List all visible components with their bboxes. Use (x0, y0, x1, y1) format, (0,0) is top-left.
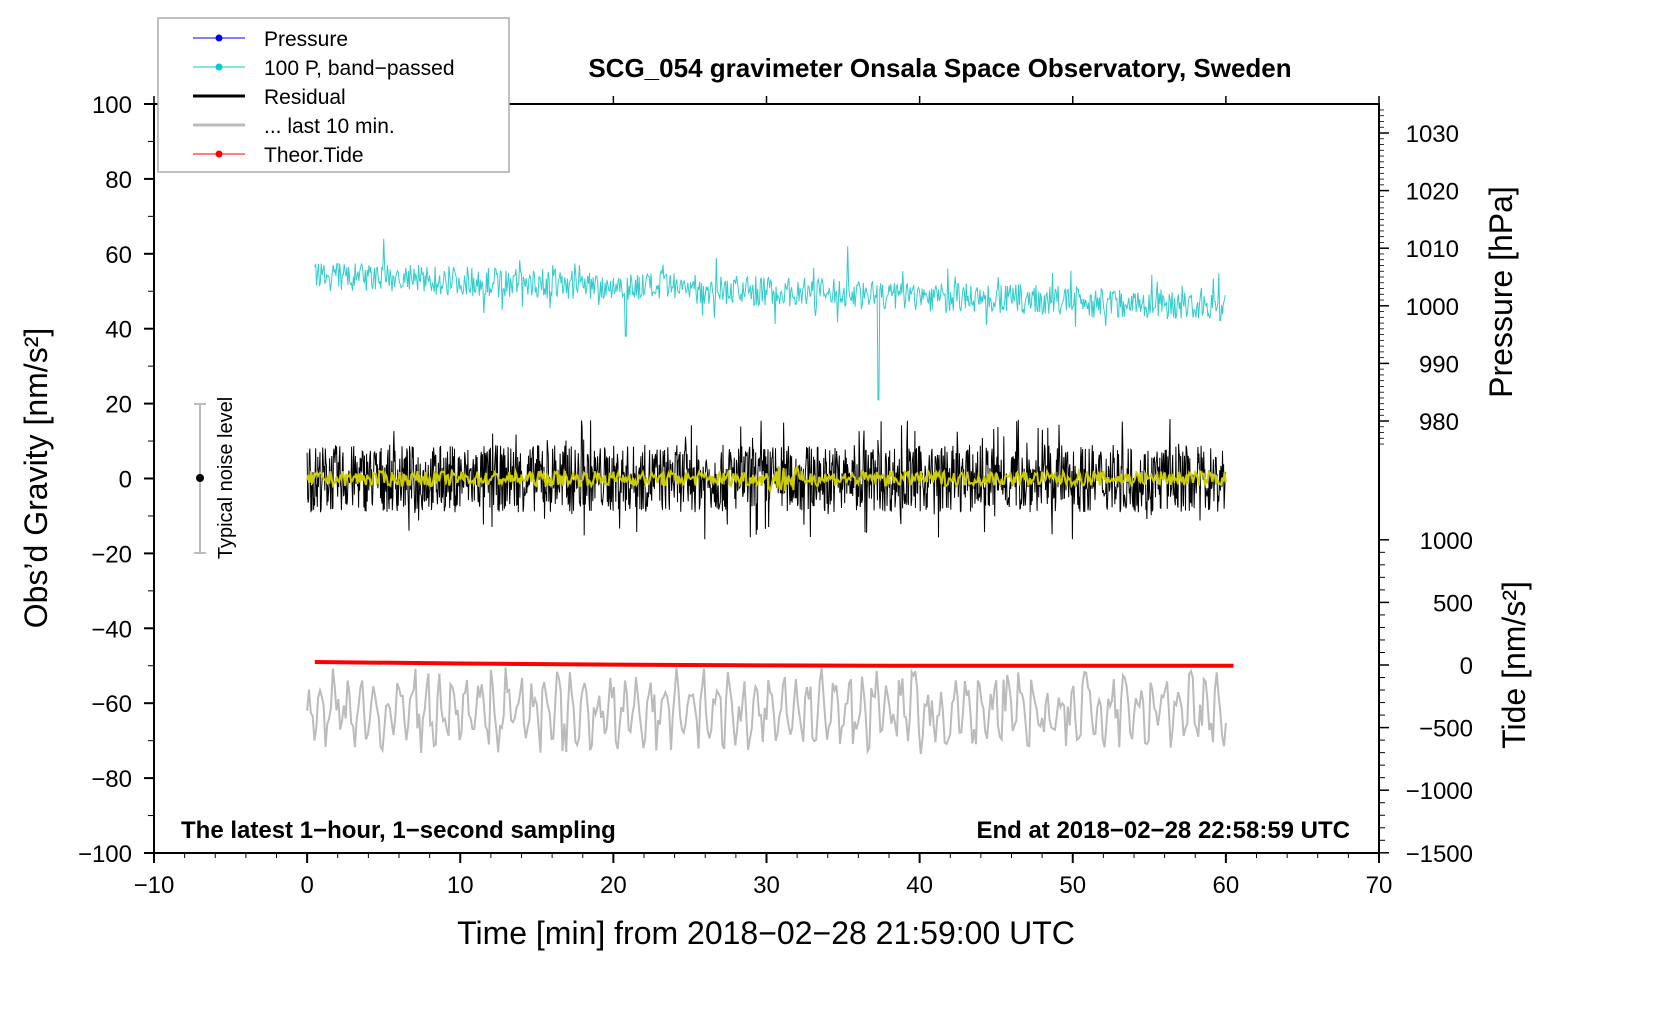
legend-entry: Theor.Tide (193, 144, 364, 167)
legend: Pressure 100 P, band−passed Residual ... la… (157, 17, 510, 173)
y-tick-label: 80 (105, 167, 132, 194)
chart-title: SCG_054 gravimeter Onsala Space Observat… (588, 53, 1291, 83)
y-tick-label: 60 (105, 242, 132, 269)
legend-label: Theor.Tide (264, 144, 364, 167)
x-tick-label: 10 (447, 872, 474, 899)
x-tick-label: 20 (600, 872, 627, 899)
legend-label: ... last 10 min. (264, 115, 395, 138)
legend-marker-icon (215, 34, 223, 42)
pressure-tick-label: 980 (1419, 409, 1459, 436)
annotation-end-time: End at 2018−02−28 22:58:59 UTC (976, 817, 1350, 844)
residual-smoothed-line (306, 465, 1227, 494)
y-tick-label: 40 (105, 317, 132, 344)
residual-line (306, 418, 1227, 540)
pressure-axis-label: Pressure [hPa] (1483, 186, 1519, 398)
y-tick-label: 0 (119, 467, 132, 494)
x-tick-label: 30 (753, 872, 780, 899)
tide-tick-label: 1000 (1420, 528, 1473, 555)
x-axis-label: Time [min] from 2018−02−28 21:59:00 UTC (457, 915, 1075, 951)
x-tick-label: 50 (1059, 872, 1086, 899)
y-tick-label: 100 (92, 92, 132, 119)
annotation-sampling: The latest 1−hour, 1−second sampling (181, 817, 616, 844)
x-tick-label: 60 (1213, 872, 1240, 899)
pressure-tick-label: 1020 (1406, 179, 1459, 206)
noise-level-indicator: Typical noise level (194, 397, 237, 559)
pressure-tick-label: 990 (1419, 351, 1459, 378)
legend-label: 100 P, band−passed (264, 57, 455, 80)
legend-entry: 100 P, band−passed (193, 57, 455, 80)
x-tick-label: 70 (1366, 872, 1393, 899)
y-axis-label: Obs’d Gravity [nm/s²] (18, 328, 54, 629)
y-tick-label: −40 (91, 616, 132, 643)
tide-tick-label: −1500 (1406, 841, 1473, 868)
x-tick-label: −10 (134, 872, 175, 899)
x-tick-label: 0 (300, 872, 313, 899)
pressure-tick-label: 1000 (1406, 294, 1459, 321)
legend-entry: Pressure (193, 28, 348, 51)
legend-entry: ... last 10 min. (193, 115, 395, 138)
legend-label: Residual (264, 86, 346, 109)
legend-label: Pressure (264, 28, 348, 51)
pressure-bandpassed-line (314, 238, 1226, 401)
theor-tide-line (314, 660, 1234, 668)
y-tick-label: −20 (91, 541, 132, 568)
legend-marker-icon (215, 63, 223, 71)
y-tick-label: 20 (105, 392, 132, 419)
last-10-min-line (306, 667, 1227, 755)
legend-entry: Residual (193, 86, 346, 109)
y-tick-label: −60 (91, 691, 132, 718)
tide-tick-label: 0 (1460, 653, 1473, 680)
legend-marker-icon (215, 150, 223, 158)
pressure-tick-label: 1030 (1406, 121, 1459, 148)
x-tick-label: 40 (906, 872, 933, 899)
tide-tick-label: 500 (1433, 590, 1473, 617)
y-tick-label: −80 (91, 766, 132, 793)
tide-axis-label: Tide [nm/s²] (1496, 581, 1532, 749)
noise-level-label: Typical noise level (215, 397, 237, 559)
pressure-tick-label: 1010 (1406, 236, 1459, 263)
y-tick-label: −100 (78, 841, 132, 868)
tide-tick-label: −1000 (1406, 778, 1473, 805)
tide-tick-label: −500 (1419, 716, 1473, 743)
